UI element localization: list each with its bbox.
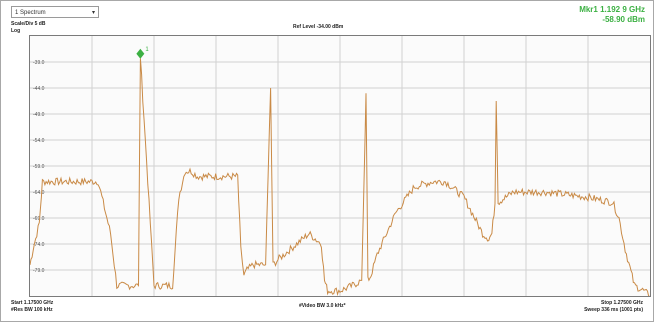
y-tick-label: -39.0: [33, 60, 45, 66]
log-label: Log: [11, 28, 21, 34]
y-tick-label: -44.0: [33, 86, 45, 92]
y-tick-label: -69.0: [33, 216, 45, 222]
chevron-down-icon[interactable]: ▾: [91, 10, 95, 16]
y-tick-label: -59.0: [33, 164, 45, 170]
video-bandwidth: #Video BW 3.0 kHz*: [299, 303, 346, 309]
scale-label: Scale/Div 5 dB: [11, 21, 46, 27]
stop-frequency: Stop 1.27500 GHz: [601, 300, 643, 306]
marker-1[interactable]: 1: [136, 47, 149, 59]
y-tick-label: -49.0: [33, 112, 45, 118]
marker-diamond-icon[interactable]: [136, 48, 145, 59]
resolution-bandwidth: #Res BW 100 kHz: [11, 307, 53, 313]
ref-level-label: Ref Level -34.00 dBm: [293, 24, 344, 30]
y-tick-label: -64.0: [33, 190, 45, 196]
y-tick-label: -54.0: [33, 138, 45, 144]
marker-amplitude: -58.90 dBm: [602, 15, 645, 24]
y-axis-ticks: -39.0 -44.0 -49.0 -54.0 -59.0 -64.0 -69.0 -74.0…: [33, 60, 45, 274]
spectrum-plot[interactable]: -39.0 -44.0 -49.0 -54.0 -59.0 -64.0 -69.0 -74.0…: [29, 35, 651, 297]
y-tick-label: -79.0: [33, 268, 45, 274]
y-tick-label: -74.0: [33, 242, 45, 248]
view-select-dropdown[interactable]: 1 Spectrum ▾: [11, 6, 99, 18]
spectrum-trace: [30, 58, 650, 296]
marker-number: 1: [145, 47, 149, 53]
view-select-value: 1 Spectrum: [15, 10, 46, 16]
spectrum-chart[interactable]: -39.0 -44.0 -49.0 -54.0 -59.0 -64.0 -69.0 -74.0…: [30, 36, 650, 296]
marker-frequency: Mkr1 1.192 9 GHz: [579, 5, 645, 14]
marker-readout: Mkr1 1.192 9 GHz -58.90 dBm: [579, 5, 645, 25]
sweep-time: Sweep 336 ms (1001 pts): [584, 307, 643, 313]
start-frequency: Start 1.17500 GHz: [11, 300, 54, 306]
grid: [30, 36, 650, 296]
